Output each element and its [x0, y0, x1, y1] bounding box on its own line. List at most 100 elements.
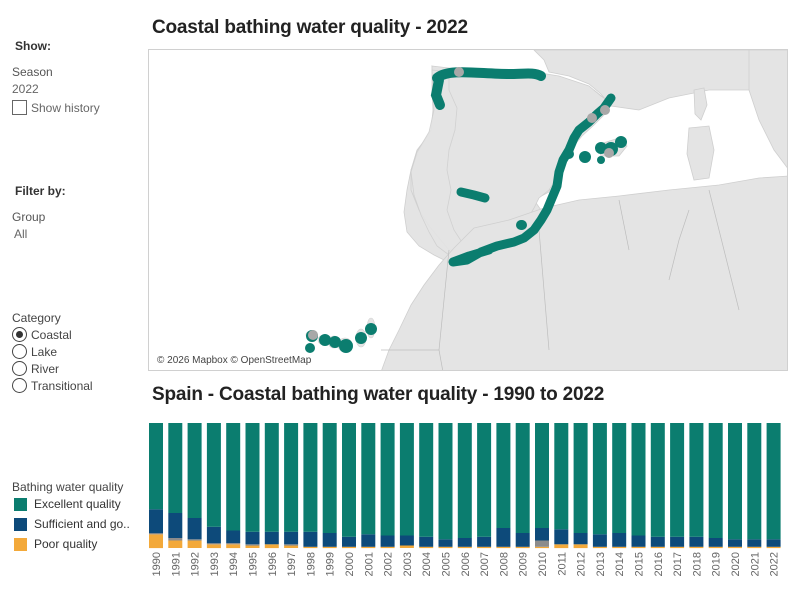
- bar-segment[interactable]: [206, 423, 221, 527]
- bar-segment[interactable]: [342, 546, 356, 549]
- bar-segment[interactable]: [650, 536, 665, 547]
- radio-button[interactable]: [12, 378, 27, 393]
- bar-segment[interactable]: [380, 535, 395, 547]
- marker-highlight[interactable]: [587, 113, 597, 123]
- marker[interactable]: [579, 151, 591, 163]
- bar-segment[interactable]: [264, 544, 279, 549]
- bar-segment[interactable]: [708, 546, 723, 549]
- bar-segment[interactable]: [670, 423, 685, 537]
- bar-segment[interactable]: [303, 531, 318, 547]
- bar-segment[interactable]: [149, 423, 163, 510]
- bar-segment[interactable]: [689, 423, 704, 537]
- bar-segment[interactable]: [689, 546, 704, 549]
- bar-segment[interactable]: [206, 544, 221, 549]
- marker[interactable]: [329, 336, 341, 348]
- bar-segment[interactable]: [187, 539, 202, 541]
- marker-highlight[interactable]: [604, 148, 614, 158]
- bar-segment[interactable]: [322, 423, 337, 533]
- bar-segment[interactable]: [187, 423, 202, 518]
- bar-segment[interactable]: [631, 535, 646, 547]
- bar-segment[interactable]: [496, 546, 511, 549]
- marker[interactable]: [305, 343, 315, 353]
- bar-segment[interactable]: [477, 546, 492, 549]
- bar-segment[interactable]: [303, 423, 318, 532]
- bar-segment[interactable]: [457, 546, 472, 549]
- bar-segment[interactable]: [245, 423, 260, 532]
- bar-segment[interactable]: [438, 423, 453, 540]
- bar-segment[interactable]: [245, 531, 260, 545]
- bar-segment[interactable]: [226, 423, 241, 531]
- bar-segment[interactable]: [149, 509, 163, 534]
- bar-segment[interactable]: [592, 423, 607, 535]
- bar-segment[interactable]: [592, 546, 607, 549]
- bar-segment[interactable]: [245, 545, 260, 549]
- bar-segment[interactable]: [206, 543, 221, 545]
- bar-segment[interactable]: [708, 538, 723, 547]
- bar-segment[interactable]: [187, 540, 202, 549]
- bar-segment[interactable]: [612, 423, 627, 533]
- bar-segment[interactable]: [747, 546, 762, 549]
- bar-segment[interactable]: [631, 546, 646, 549]
- marker[interactable]: [355, 332, 367, 344]
- bar-segment[interactable]: [399, 535, 414, 546]
- bar-segment[interactable]: [322, 533, 337, 547]
- bar-segment[interactable]: [264, 531, 279, 545]
- bar-segment[interactable]: [535, 546, 549, 549]
- bar-segment[interactable]: [747, 539, 762, 547]
- map-attribution[interactable]: © 2026 Mapbox © OpenStreetMap: [155, 355, 314, 366]
- show-history-checkbox[interactable]: [12, 100, 27, 115]
- group-selector[interactable]: All: [14, 227, 28, 241]
- bar-segment[interactable]: [728, 546, 742, 549]
- bar-segment[interactable]: [168, 538, 183, 541]
- category-option-transitional[interactable]: Transitional: [12, 378, 93, 393]
- bar-segment[interactable]: [573, 533, 588, 545]
- bar-segment[interactable]: [284, 423, 299, 532]
- legend-item-sufficient[interactable]: Sufficient and go..: [14, 517, 130, 531]
- bar-segment[interactable]: [438, 546, 453, 549]
- bar-segment[interactable]: [554, 544, 569, 549]
- bar-segment[interactable]: [226, 544, 241, 549]
- bar-segment[interactable]: [670, 536, 685, 547]
- bar-segment[interactable]: [322, 546, 337, 549]
- bar-segment[interactable]: [766, 546, 781, 549]
- bar-segment[interactable]: [535, 540, 549, 547]
- bar-segment[interactable]: [380, 423, 395, 536]
- bar-segment[interactable]: [747, 423, 762, 540]
- bar-segment[interactable]: [342, 423, 356, 537]
- bar-segment[interactable]: [187, 518, 202, 540]
- bar-segment[interactable]: [206, 526, 221, 544]
- category-option-coastal[interactable]: Coastal: [12, 327, 72, 342]
- bar-segment[interactable]: [708, 423, 723, 538]
- marker-highlight[interactable]: [454, 67, 464, 77]
- radio-button[interactable]: [12, 327, 27, 342]
- bar-segment[interactable]: [284, 545, 299, 549]
- legend-item-poor[interactable]: Poor quality: [14, 537, 97, 551]
- bar-segment[interactable]: [168, 513, 183, 538]
- bar-segment[interactable]: [515, 533, 530, 547]
- bar-segment[interactable]: [226, 543, 241, 545]
- bar-segment[interactable]: [168, 423, 183, 513]
- category-option-river[interactable]: River: [12, 361, 59, 376]
- bar-segment[interactable]: [650, 546, 665, 549]
- bar-segment[interactable]: [342, 536, 356, 547]
- season-selector[interactable]: 2022: [12, 82, 39, 96]
- category-option-lake[interactable]: Lake: [12, 344, 57, 359]
- bar-segment[interactable]: [592, 534, 607, 547]
- bar-segment[interactable]: [689, 536, 704, 547]
- bar-segment[interactable]: [515, 546, 530, 549]
- marker[interactable]: [365, 323, 377, 335]
- marker[interactable]: [319, 334, 331, 346]
- bar-segment[interactable]: [496, 423, 511, 528]
- bar-segment[interactable]: [766, 539, 781, 547]
- radio-button[interactable]: [12, 361, 27, 376]
- bar-segment[interactable]: [496, 528, 511, 547]
- bar-segment[interactable]: [168, 540, 183, 549]
- bar-segment[interactable]: [284, 544, 299, 546]
- bar-segment[interactable]: [670, 546, 685, 549]
- bar-segment[interactable]: [419, 546, 434, 549]
- bar-segment[interactable]: [264, 423, 279, 532]
- bar-segment[interactable]: [226, 530, 241, 544]
- bar-segment[interactable]: [457, 538, 472, 547]
- bar-segment[interactable]: [361, 423, 376, 535]
- bar-segment[interactable]: [245, 544, 260, 546]
